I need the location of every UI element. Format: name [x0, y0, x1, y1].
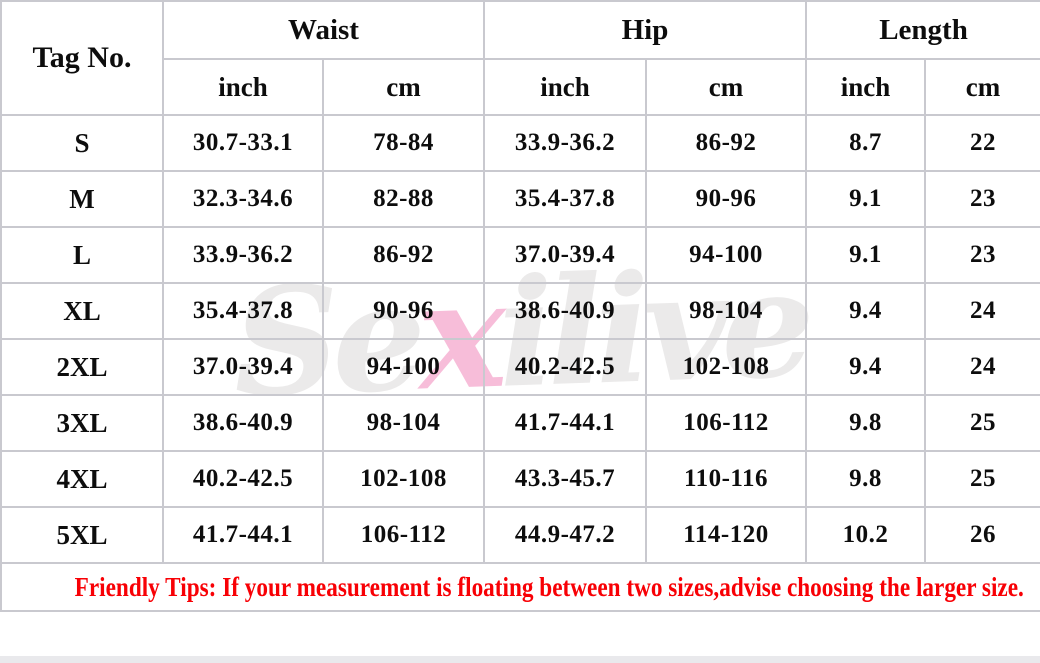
group-header-length: Length	[804, 0, 1040, 60]
size-cell: S	[0, 114, 164, 172]
length-inch-cell: 9.1	[805, 226, 926, 284]
waist-inch-cell: 30.7-33.1	[162, 114, 324, 172]
waist-cm-cell: 94-100	[322, 338, 485, 396]
waist-inch-cell: 40.2-42.5	[162, 450, 324, 508]
hip-cm-cell: 102-108	[645, 338, 807, 396]
size-cell: 5XL	[0, 506, 164, 564]
length-inch-cell: 9.1	[805, 170, 926, 228]
hip-inch-cell: 38.6-40.9	[483, 282, 647, 340]
hip-inch-cell: 44.9-47.2	[483, 506, 647, 564]
footer-tip-cell: Friendly Tips: If your measurement is fl…	[0, 562, 1040, 612]
waist-inch-cell: 32.3-34.6	[162, 170, 324, 228]
waist-inch-cell: 38.6-40.9	[162, 394, 324, 452]
waist-cm-cell: 82-88	[322, 170, 485, 228]
size-cell: XL	[0, 282, 164, 340]
length-inch-cell: 9.4	[805, 282, 926, 340]
hip-cm-cell: 114-120	[645, 506, 807, 564]
unit-header-waist-cm: cm	[322, 58, 485, 116]
table-header: Tag No. Waist Hip Length inch cm inch cm…	[0, 0, 1040, 116]
hip-cm-cell: 94-100	[645, 226, 807, 284]
table-row: XL 35.4-37.8 90-96 38.6-40.9 98-104 9.4 …	[0, 282, 1040, 340]
length-cm-cell: 24	[923, 282, 1040, 340]
table-row: M 32.3-34.6 82-88 35.4-37.8 90-96 9.1 23	[0, 170, 1040, 228]
group-header-hip: Hip	[483, 0, 807, 60]
size-cell: 4XL	[0, 450, 164, 508]
hip-inch-cell: 35.4-37.8	[483, 170, 647, 228]
waist-cm-cell: 106-112	[322, 506, 485, 564]
table-body: S 30.7-33.1 78-84 33.9-36.2 86-92 8.7 22…	[0, 114, 1040, 564]
waist-inch-cell: 35.4-37.8	[162, 282, 324, 340]
size-cell: L	[0, 226, 164, 284]
header-row-groups: Tag No. Waist Hip Length	[0, 0, 1040, 116]
hip-cm-cell: 110-116	[645, 450, 807, 508]
hip-inch-cell: 43.3-45.7	[483, 450, 647, 508]
table-row: 3XL 38.6-40.9 98-104 41.7-44.1 106-112 9…	[0, 394, 1040, 452]
length-cm-cell: 22	[923, 114, 1040, 172]
unit-header-length-cm: cm	[923, 58, 1040, 116]
hip-cm-cell: 90-96	[645, 170, 807, 228]
waist-cm-cell: 98-104	[322, 394, 485, 452]
length-inch-cell: 8.7	[805, 114, 926, 172]
unit-header-waist-inch: inch	[162, 58, 324, 116]
header-row-units: inch cm inch cm inch cm	[1, 58, 1040, 116]
waist-inch-cell: 37.0-39.4	[162, 338, 324, 396]
length-cm-cell: 26	[923, 506, 1040, 564]
waist-cm-cell: 86-92	[322, 226, 485, 284]
hip-cm-cell: 98-104	[645, 282, 807, 340]
table-row: 5XL 41.7-44.1 106-112 44.9-47.2 114-120 …	[0, 506, 1040, 564]
waist-inch-cell: 33.9-36.2	[162, 226, 324, 284]
hip-inch-cell: 41.7-44.1	[483, 394, 647, 452]
footer-tip-text: Friendly Tips: If your measurement is fl…	[74, 571, 1024, 602]
table-row: S 30.7-33.1 78-84 33.9-36.2 86-92 8.7 22	[0, 114, 1040, 172]
size-cell: M	[0, 170, 164, 228]
size-chart-table: Tag No. Waist Hip Length inch cm inch cm…	[0, 0, 1040, 612]
table-row: 4XL 40.2-42.5 102-108 43.3-45.7 110-116 …	[0, 450, 1040, 508]
length-cm-cell: 25	[923, 394, 1040, 452]
size-cell: 2XL	[0, 338, 164, 396]
length-cm-cell: 23	[923, 226, 1040, 284]
waist-cm-cell: 90-96	[322, 282, 485, 340]
hip-cm-cell: 106-112	[645, 394, 807, 452]
table-footer: Friendly Tips: If your measurement is fl…	[0, 562, 1040, 612]
hip-inch-cell: 40.2-42.5	[483, 338, 647, 396]
table-row: L 33.9-36.2 86-92 37.0-39.4 94-100 9.1 2…	[0, 226, 1040, 284]
hip-inch-cell: 37.0-39.4	[483, 226, 647, 284]
hip-cm-cell: 86-92	[645, 114, 807, 172]
length-cm-cell: 24	[923, 338, 1040, 396]
unit-header-length-inch: inch	[805, 58, 926, 116]
length-cm-cell: 23	[923, 170, 1040, 228]
length-cm-cell: 25	[923, 450, 1040, 508]
length-inch-cell: 9.8	[805, 450, 926, 508]
length-inch-cell: 10.2	[805, 506, 926, 564]
unit-header-hip-inch: inch	[483, 58, 647, 116]
table-row: 2XL 37.0-39.4 94-100 40.2-42.5 102-108 9…	[0, 338, 1040, 396]
length-inch-cell: 9.8	[805, 394, 926, 452]
footer-row: Friendly Tips: If your measurement is fl…	[0, 562, 1040, 612]
group-header-waist: Waist	[162, 0, 485, 60]
waist-cm-cell: 78-84	[322, 114, 485, 172]
waist-inch-cell: 41.7-44.1	[162, 506, 324, 564]
waist-cm-cell: 102-108	[322, 450, 485, 508]
size-cell: 3XL	[0, 394, 164, 452]
corner-header-cell: Tag No.	[0, 0, 164, 116]
unit-header-hip-cm: cm	[645, 58, 807, 116]
length-inch-cell: 9.4	[805, 338, 926, 396]
hip-inch-cell: 33.9-36.2	[483, 114, 647, 172]
